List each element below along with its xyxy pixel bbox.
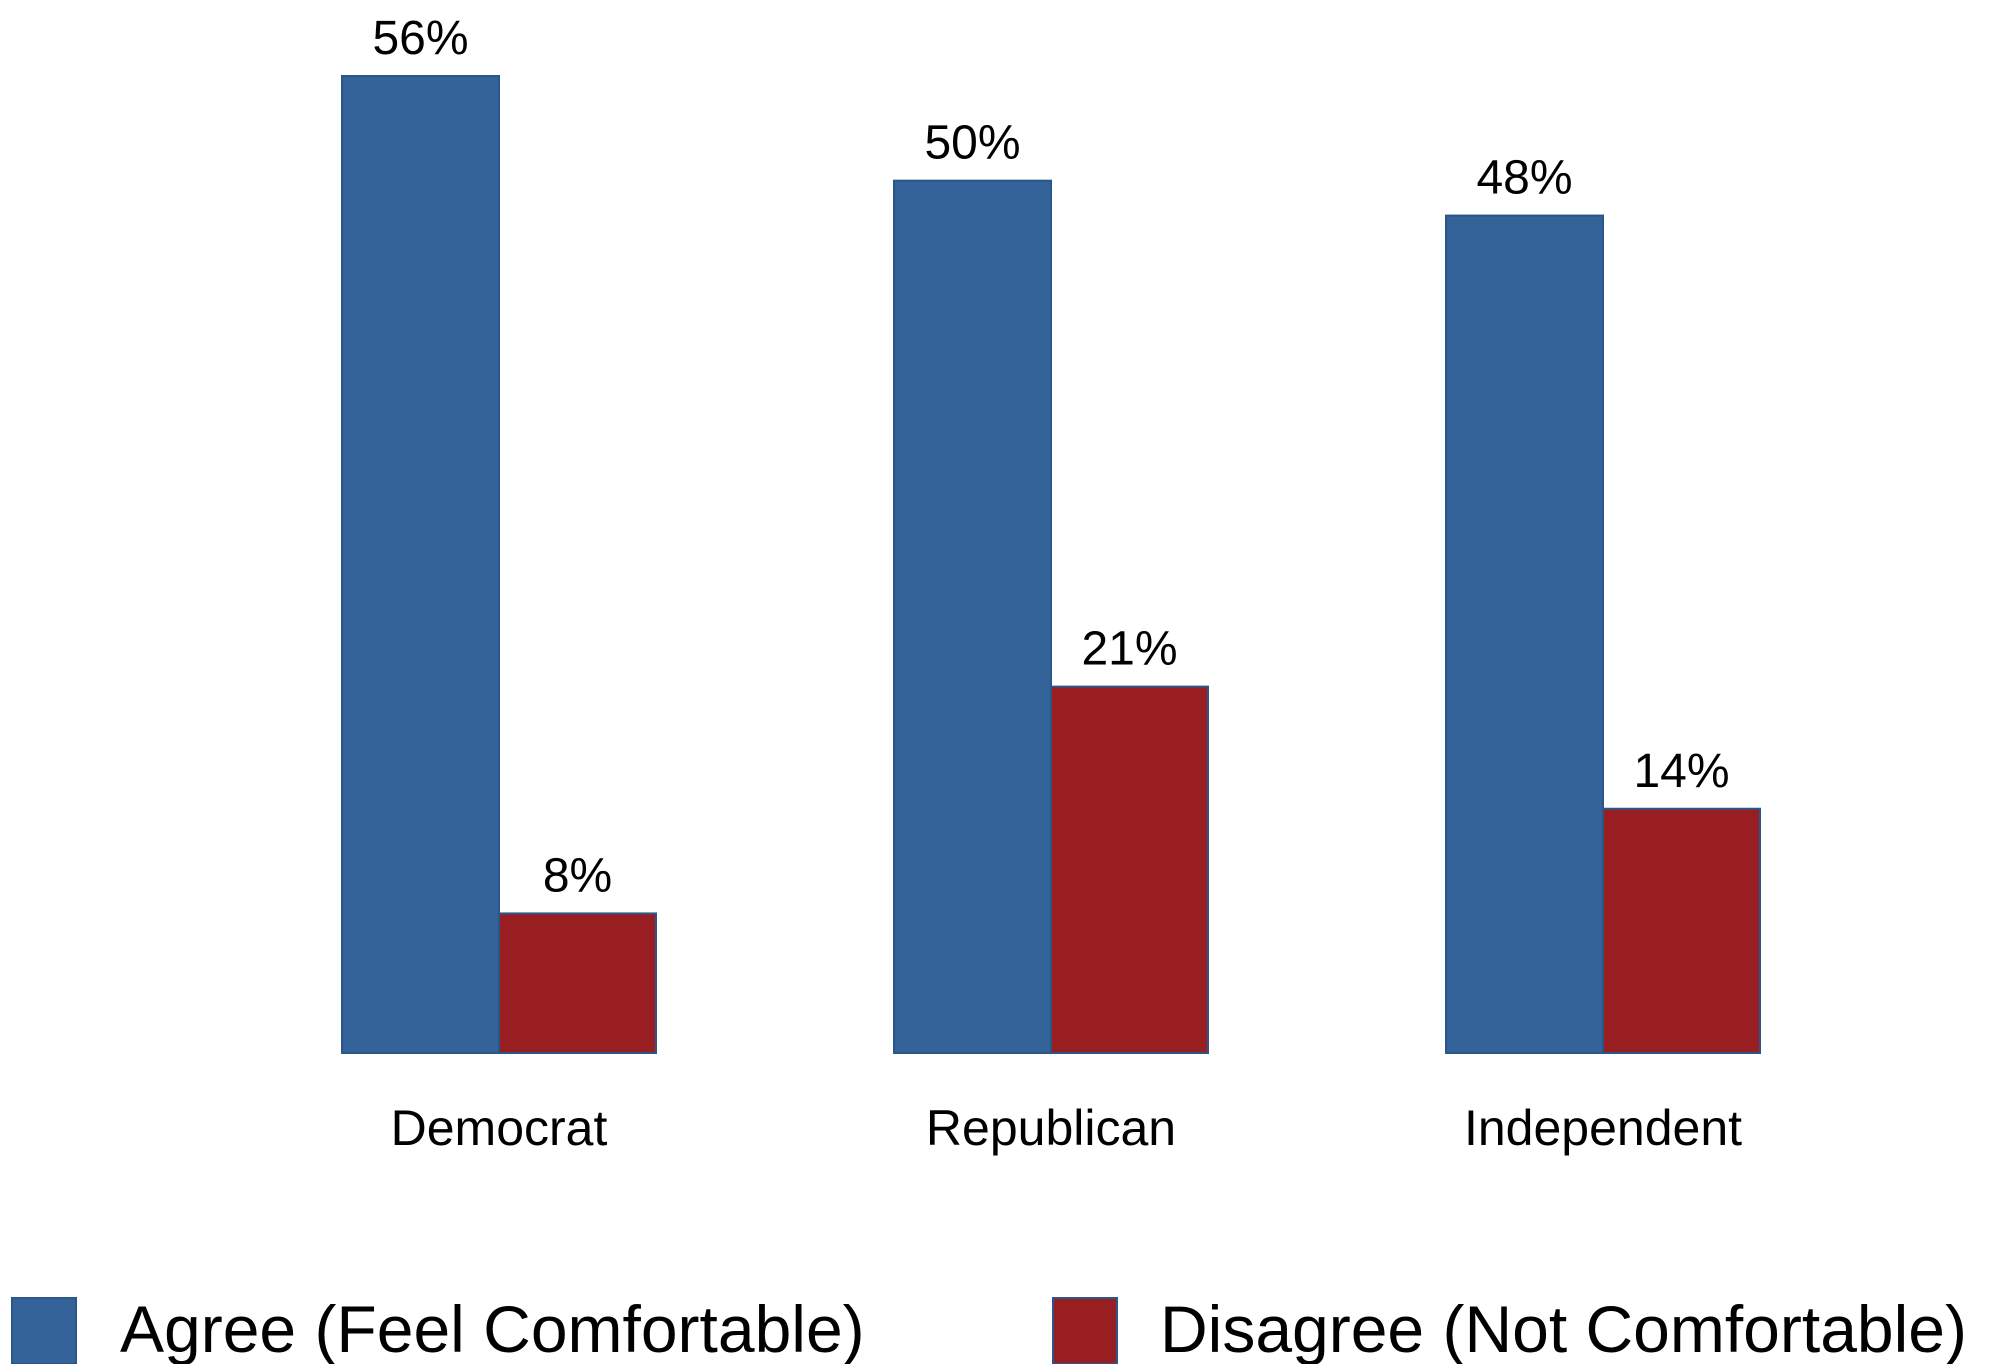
category-label-independent: Independent [1464,1100,1742,1156]
data-label-democrat-agree: 56% [372,12,468,65]
bar-republican-disagree [1050,685,1209,1054]
bar-democrat-agree [341,75,500,1054]
value-labels-group: 56% 8% 50% 21% 48% 14% [372,12,1729,902]
bar-republican-agree [893,179,1052,1054]
data-label-republican-agree: 50% [924,117,1020,170]
bar-democrat-disagree [498,912,657,1055]
data-label-republican-disagree: 21% [1081,623,1177,676]
bars-group [341,75,1761,1055]
category-labels-group: Democrat Republican Independent [391,1100,1742,1156]
legend-swatch-agree [11,1297,77,1364]
category-label-democrat: Democrat [391,1100,608,1156]
legend-label-agree: Agree (Feel Comfortable) [120,1292,865,1364]
data-label-independent-disagree: 14% [1633,745,1729,798]
bar-independent-disagree [1602,807,1761,1054]
legend-swatch-disagree [1052,1297,1118,1364]
legend: Agree (Feel Comfortable) Disagree (Not Co… [11,1292,1967,1364]
legend-label-disagree: Disagree (Not Comfortable) [1160,1292,1967,1364]
data-label-democrat-disagree: 8% [543,849,612,902]
data-label-independent-agree: 48% [1476,152,1572,205]
category-label-republican: Republican [926,1100,1176,1156]
bar-independent-agree [1445,214,1604,1055]
